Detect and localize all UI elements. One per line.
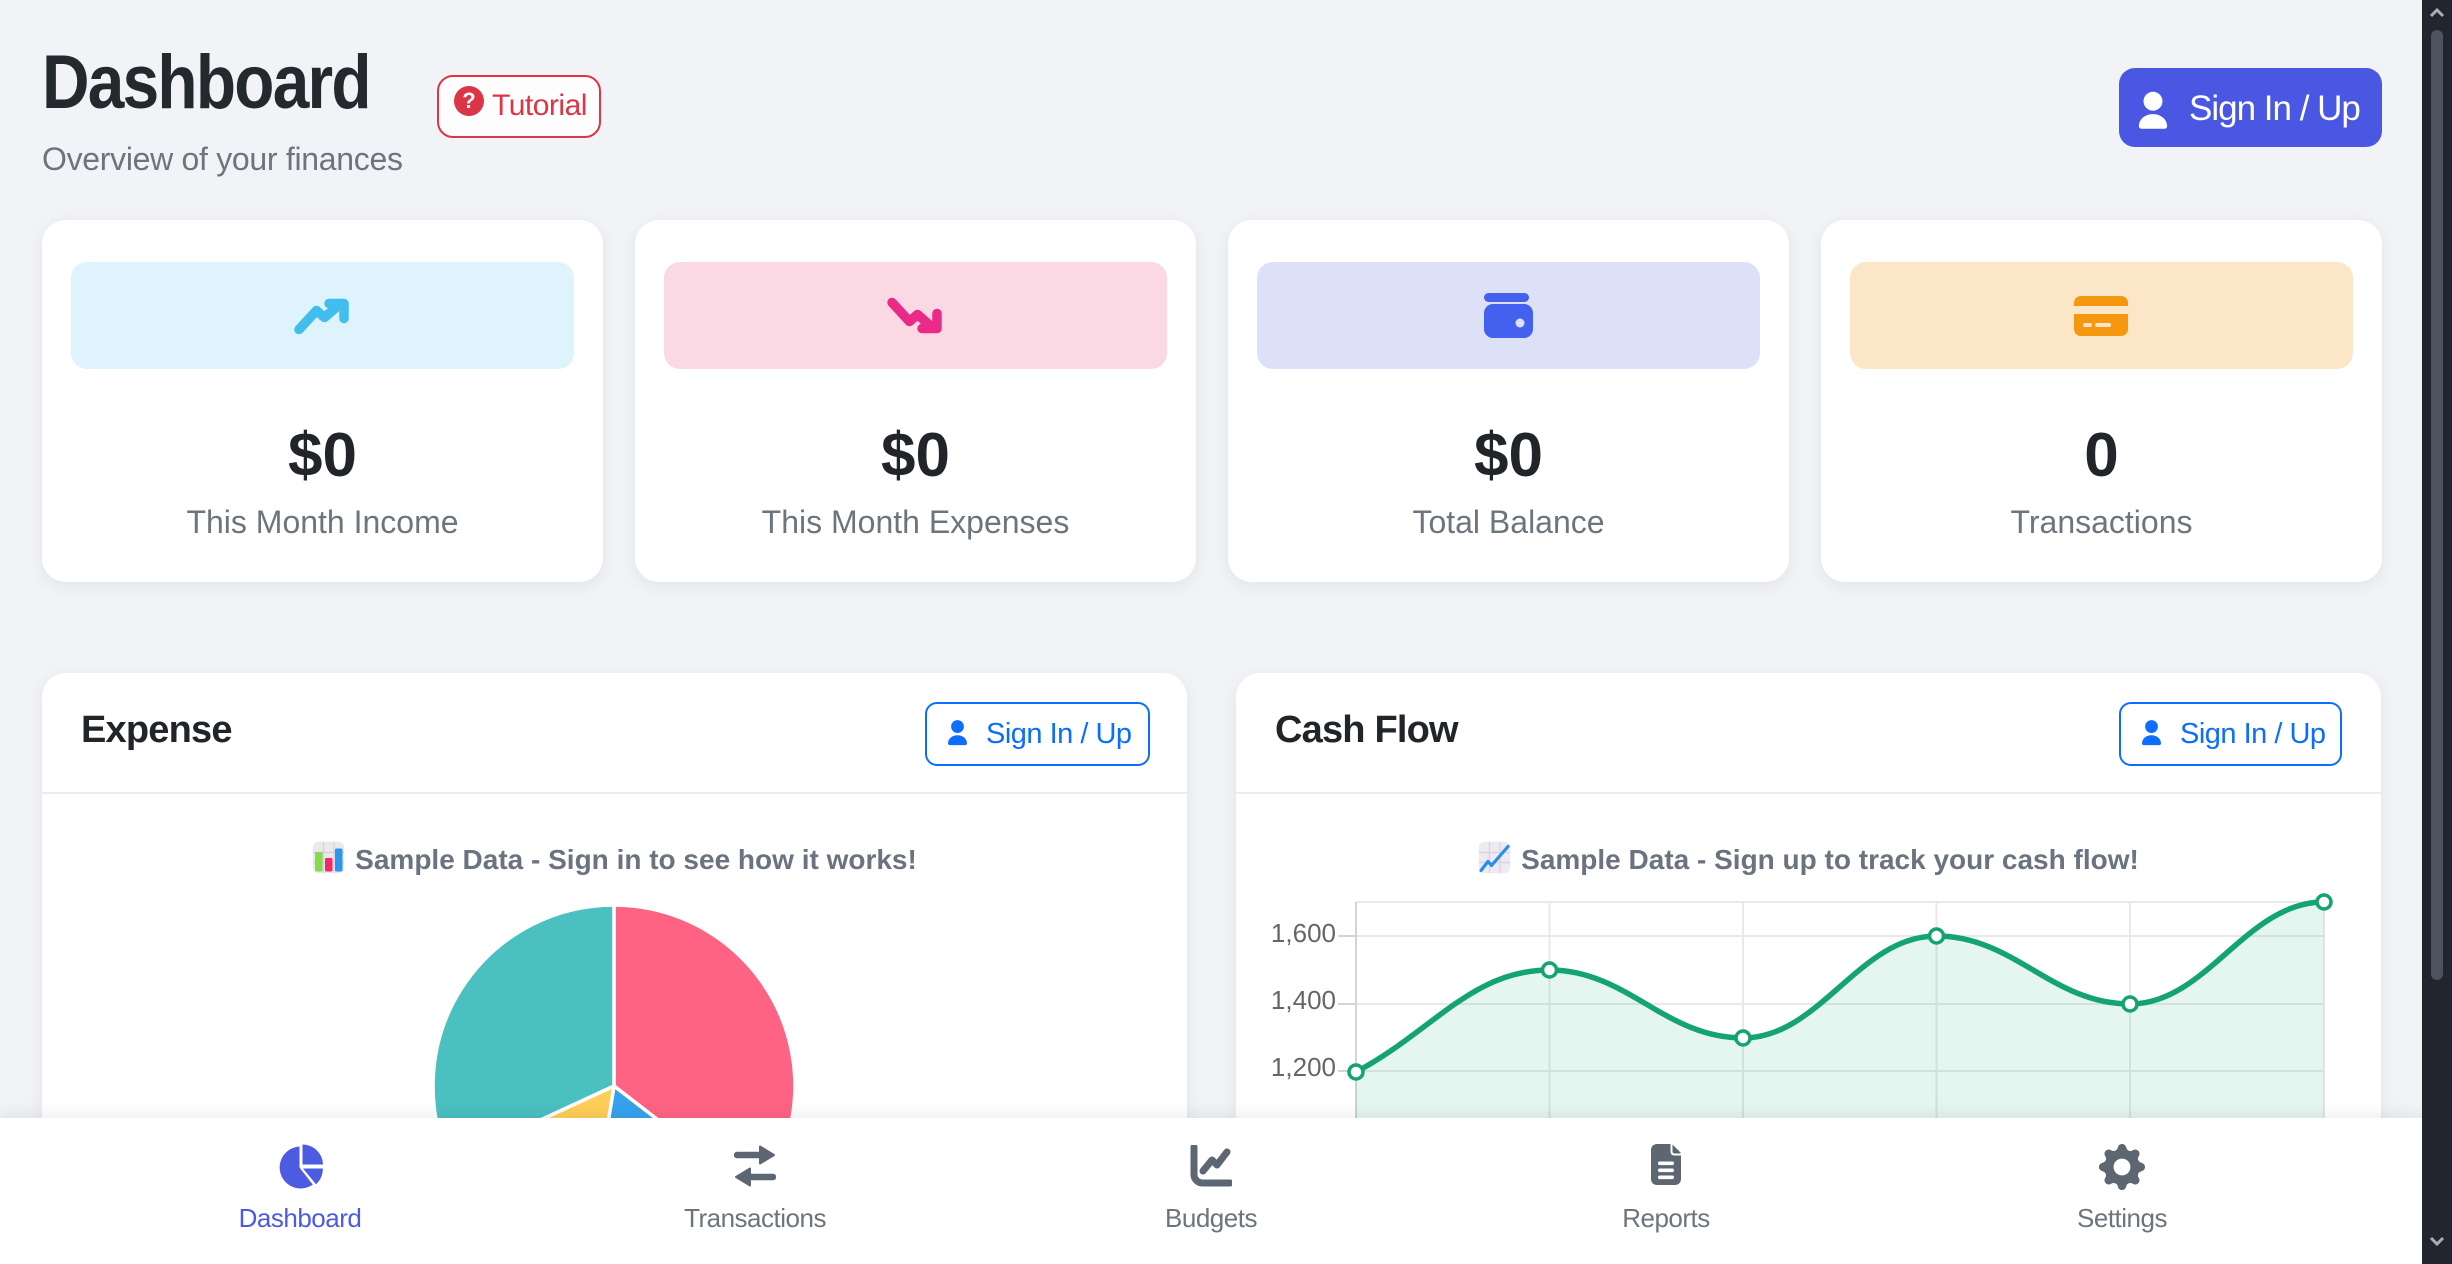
svg-text:1,200: 1,200 (1271, 1052, 1336, 1082)
svg-text:1,600: 1,600 (1271, 918, 1336, 948)
svg-text:1,400: 1,400 (1271, 985, 1336, 1015)
